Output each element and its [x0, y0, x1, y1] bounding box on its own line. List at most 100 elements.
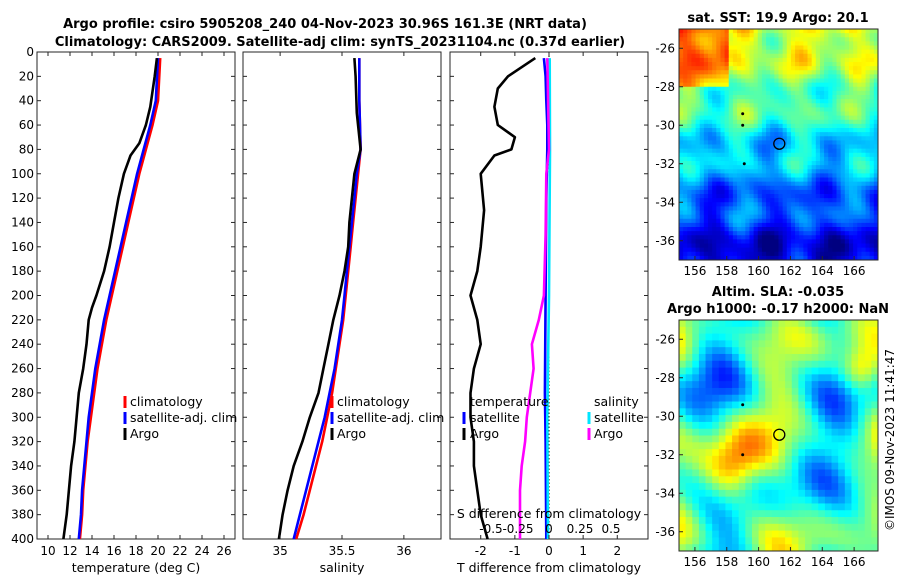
map-cell: [698, 374, 706, 382]
map-cell: [858, 401, 866, 409]
map-cell: [732, 156, 738, 162]
map-cell: [705, 483, 713, 491]
map-cell: [828, 82, 833, 88]
map-cell: [857, 206, 862, 211]
map-cell: [857, 123, 862, 129]
map-cell: [679, 428, 687, 436]
map-cell: [761, 227, 767, 232]
map-cell: [720, 128, 726, 133]
map-cell: [687, 202, 692, 207]
map-cell: [861, 70, 866, 75]
map-cell: [799, 148, 804, 154]
map-cell: [774, 235, 779, 240]
map-cell: [848, 45, 854, 51]
map-cell: [745, 173, 750, 178]
map-cell: [695, 173, 701, 178]
map-cell: [798, 462, 806, 470]
map-cell: [811, 119, 817, 125]
map-cell: [790, 132, 796, 137]
map-cell: [819, 185, 825, 191]
map-cell: [712, 235, 717, 240]
map-cell: [838, 367, 846, 375]
map-cell: [771, 347, 779, 355]
map-x-tick-label: 160: [747, 555, 770, 569]
map-cell: [716, 251, 721, 257]
map-cell: [798, 333, 806, 341]
map-cell: [871, 360, 879, 368]
map-cell: [758, 320, 766, 328]
map-cell: [824, 107, 829, 112]
map-cell: [766, 111, 771, 117]
map-cell: [687, 235, 692, 240]
map-cell: [853, 144, 858, 150]
map-cell: [848, 198, 854, 203]
map-cell: [819, 74, 825, 79]
map-cell: [766, 128, 771, 133]
map-cell: [869, 70, 875, 75]
map-cell: [687, 247, 692, 253]
map-cell: [778, 173, 784, 178]
map-cell: [861, 206, 866, 211]
map-cell: [861, 33, 866, 38]
map-cell: [732, 37, 738, 42]
map-cell: [770, 148, 775, 154]
map-cell: [698, 537, 706, 545]
y-tick-label: 400: [11, 532, 34, 546]
map-cell: [745, 194, 750, 199]
map-cell: [844, 537, 852, 545]
map-cell: [720, 41, 726, 46]
map-cell: [683, 132, 688, 137]
map-cell: [864, 367, 872, 375]
map-cell: [774, 70, 779, 75]
map-cell: [871, 462, 879, 470]
map-cell: [708, 78, 713, 84]
map-cell: [865, 37, 871, 42]
map-cell: [795, 115, 800, 121]
map-cell: [766, 123, 771, 129]
map-cell: [685, 360, 693, 368]
map-cell: [848, 41, 854, 46]
map-cell: [708, 218, 713, 224]
map-cell: [771, 387, 779, 396]
map-cell: [705, 360, 713, 368]
map-cell: [699, 33, 705, 38]
map-cell: [720, 173, 726, 178]
map-cell: [873, 140, 879, 145]
map-cell: [786, 194, 792, 199]
map-cell: [716, 165, 721, 170]
map-cell: [679, 95, 684, 100]
map-cell: [805, 517, 813, 525]
argo-position-marker: [773, 428, 786, 441]
map-cell: [799, 70, 804, 75]
map-cell: [869, 194, 875, 199]
map-cell: [836, 194, 842, 199]
map-cell: [770, 152, 775, 158]
map-cell: [857, 214, 862, 220]
map-cell: [691, 62, 696, 67]
map-cell: [753, 202, 759, 207]
map-cell: [795, 66, 800, 71]
map-cell: [699, 41, 705, 46]
map-cell: [791, 340, 799, 348]
map-cell: [828, 90, 833, 96]
y-tick-label: 100: [11, 167, 34, 181]
map-cell: [803, 123, 808, 129]
map-cell: [778, 360, 786, 368]
map-cell: [790, 235, 796, 240]
map-cell: [699, 247, 705, 253]
map-cell: [798, 442, 806, 450]
map-cell: [848, 86, 854, 92]
map-cell: [831, 367, 839, 375]
map-cell: [774, 115, 779, 121]
map-cell: [692, 530, 700, 538]
map-cell: [718, 320, 726, 328]
map-cell: [712, 222, 717, 228]
map-cell: [811, 132, 817, 137]
map-cell: [683, 255, 688, 261]
map-cell: [828, 247, 833, 253]
map-cell: [864, 442, 872, 450]
map-cell: [712, 177, 717, 183]
map-cell: [720, 29, 726, 34]
map-cell: [687, 49, 692, 55]
map-cell: [695, 95, 701, 100]
